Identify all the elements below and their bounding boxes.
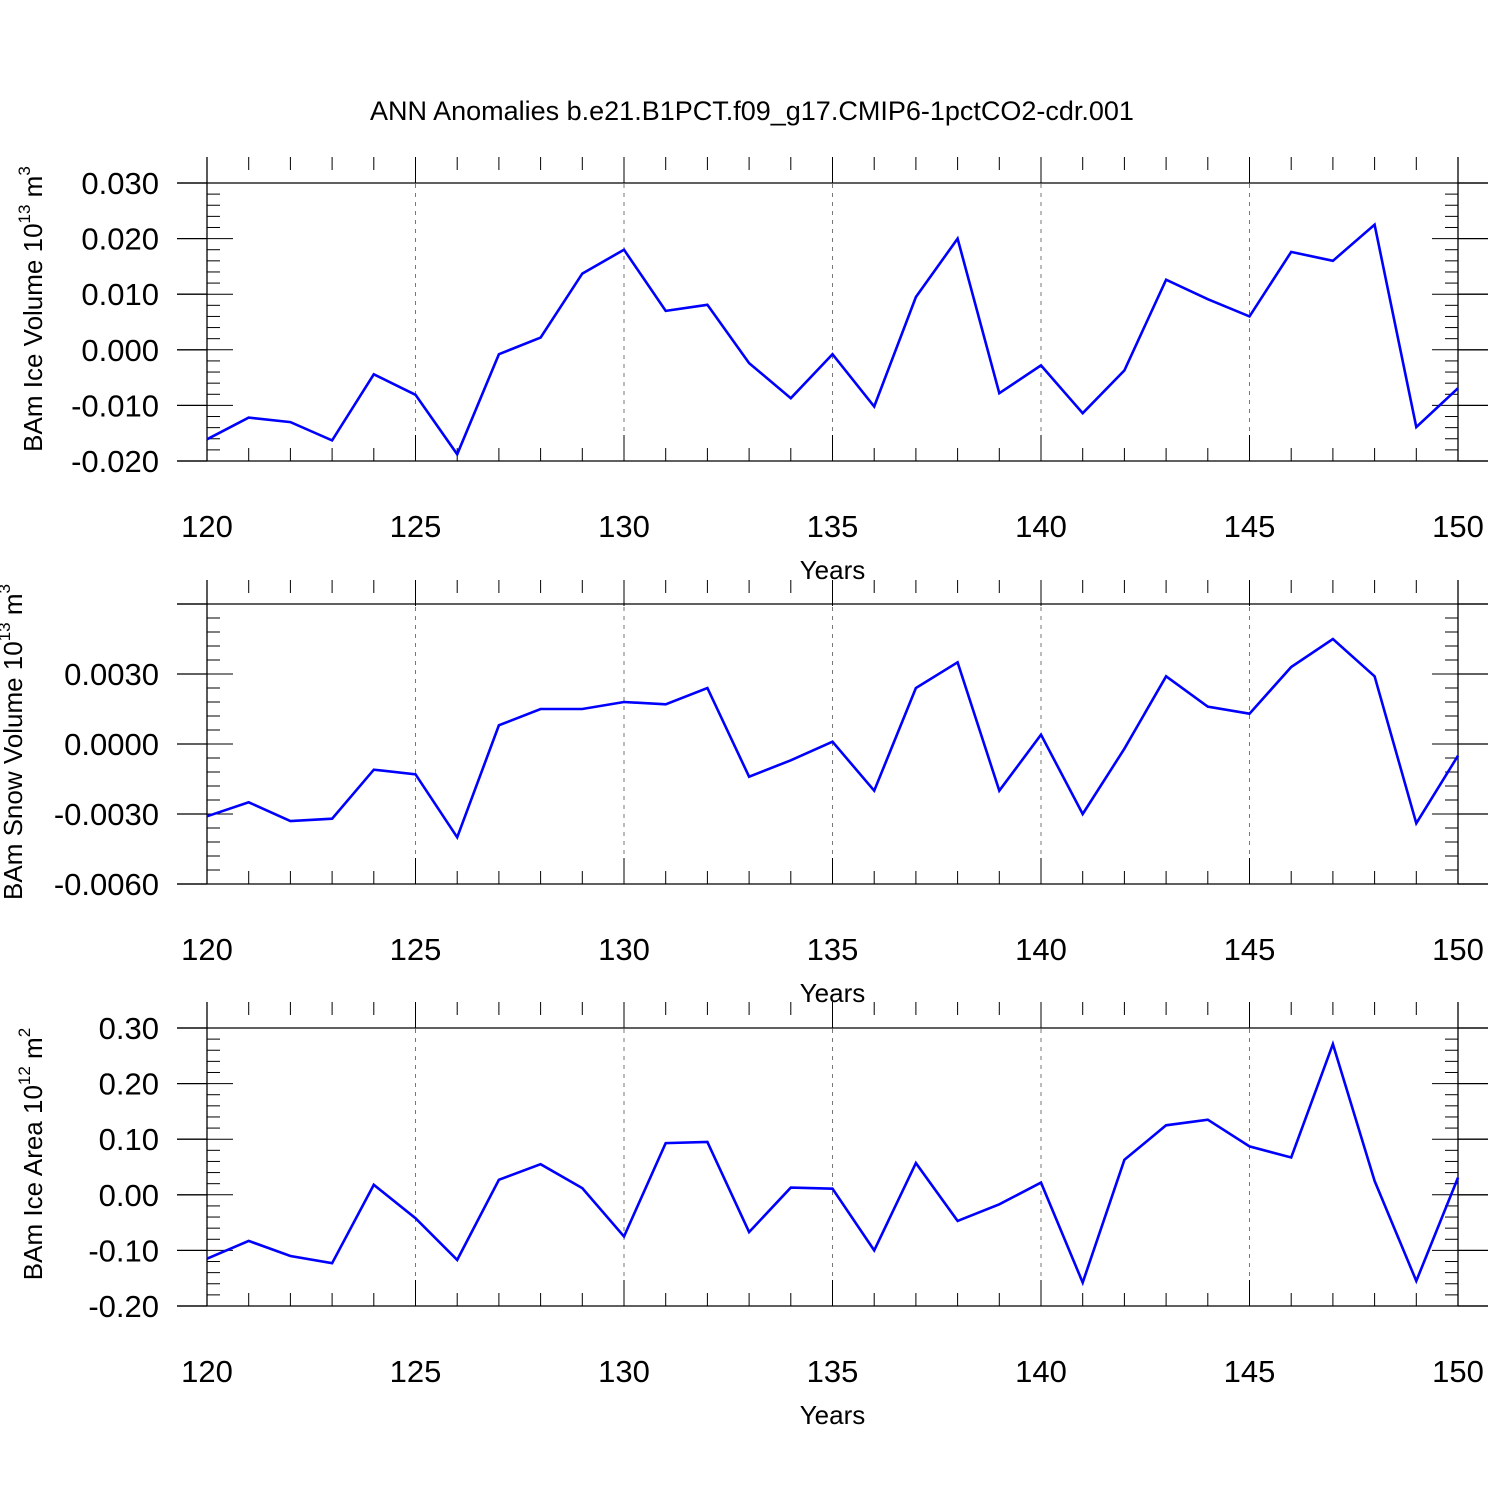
y-tick-label: 0.10	[99, 1122, 159, 1157]
y-axis-title: BAm Snow Volume 1013 m3	[0, 584, 28, 900]
x-tick-label: 120	[181, 509, 233, 544]
y-axis-title-unit-exponent: 3	[15, 166, 34, 175]
y-tick-label: 0.030	[81, 166, 159, 201]
x-tick-label: 145	[1224, 1354, 1276, 1389]
panel-2: -0.0060 -0.0030 0.0000 0.0030 120 125 130 135 14…	[0, 580, 1488, 1008]
y-axis-title-unit: m	[18, 176, 48, 205]
x-tick-label: 150	[1432, 932, 1484, 967]
y-tick-label: -0.0030	[54, 797, 159, 832]
y-axis-title-exponent: 13	[0, 622, 14, 641]
y-tick-label: 0.010	[81, 277, 159, 312]
x-tick-label: 140	[1015, 1354, 1067, 1389]
x-tick-label: 120	[181, 1354, 233, 1389]
x-tick-label: 130	[598, 509, 650, 544]
panel-3: -0.20 -0.10 0.00 0.10 0.20 0.30 120 125 130 135 14…	[15, 1002, 1488, 1430]
y-tick-label: -0.10	[88, 1233, 159, 1268]
y-tick-label: -0.0060	[54, 867, 159, 902]
y-tick-label: 0.0030	[64, 657, 159, 692]
x-tick-label: 135	[807, 1354, 859, 1389]
y-axis-title-text: BAm Ice Volume 10	[18, 223, 48, 451]
y-axis-title-text: BAm Ice Area 10	[18, 1085, 48, 1280]
x-tick-label: 120	[181, 932, 233, 967]
series-line	[206, 637, 1460, 841]
y-axis-title-text: BAm Snow Volume 10	[0, 641, 28, 900]
y-tick-label: -0.010	[71, 388, 159, 423]
series-line	[206, 1040, 1460, 1287]
y-axis-title-unit-exponent: 3	[0, 584, 14, 593]
x-tick-label: 130	[598, 932, 650, 967]
y-axis-title-unit: m	[0, 593, 28, 622]
x-tick-label: 145	[1224, 509, 1276, 544]
x-tick-label: 135	[807, 509, 859, 544]
y-tick-label: 0.20	[99, 1067, 159, 1102]
x-tick-label: 125	[390, 1354, 442, 1389]
y-axis-title-exponent: 12	[15, 1066, 34, 1085]
x-tick-label: 150	[1432, 1354, 1484, 1389]
panel-1: -0.020 -0.010 0.000 0.010 0.020 0.030 120 125 13…	[15, 157, 1488, 585]
y-tick-label: -0.020	[71, 444, 159, 479]
x-tick-label: 125	[390, 932, 442, 967]
y-tick-label: 0.00	[99, 1178, 159, 1213]
y-tick-label: -0.20	[88, 1289, 159, 1324]
x-tick-label: 135	[807, 932, 859, 967]
y-axis-title: BAm Ice Volume 1013 m3	[15, 166, 48, 452]
panels: -0.020 -0.010 0.000 0.010 0.020 0.030 120 125 13…	[0, 157, 1488, 1430]
y-axis-title: BAm Ice Area 1012 m2	[15, 1028, 48, 1280]
x-tick-label: 140	[1015, 509, 1067, 544]
chart-title: ANN Anomalies b.e21.B1PCT.f09_g17.CMIP6-…	[370, 96, 1134, 126]
y-axis-title-unit: m	[18, 1037, 48, 1066]
x-tick-label: 130	[598, 1354, 650, 1389]
y-tick-label: 0.000	[81, 333, 159, 368]
series-line	[206, 222, 1459, 457]
y-tick-label: 0.020	[81, 222, 159, 257]
x-tick-label: 140	[1015, 932, 1067, 967]
x-tick-label: 150	[1432, 509, 1484, 544]
x-tick-label: 125	[390, 509, 442, 544]
y-tick-label: 0.30	[99, 1011, 159, 1046]
y-axis-title-exponent: 13	[15, 205, 34, 224]
y-tick-label: 0.0000	[64, 727, 159, 762]
x-axis-title: Years	[800, 1400, 866, 1430]
y-axis-title-unit-exponent: 2	[15, 1028, 34, 1037]
x-tick-label: 145	[1224, 932, 1276, 967]
